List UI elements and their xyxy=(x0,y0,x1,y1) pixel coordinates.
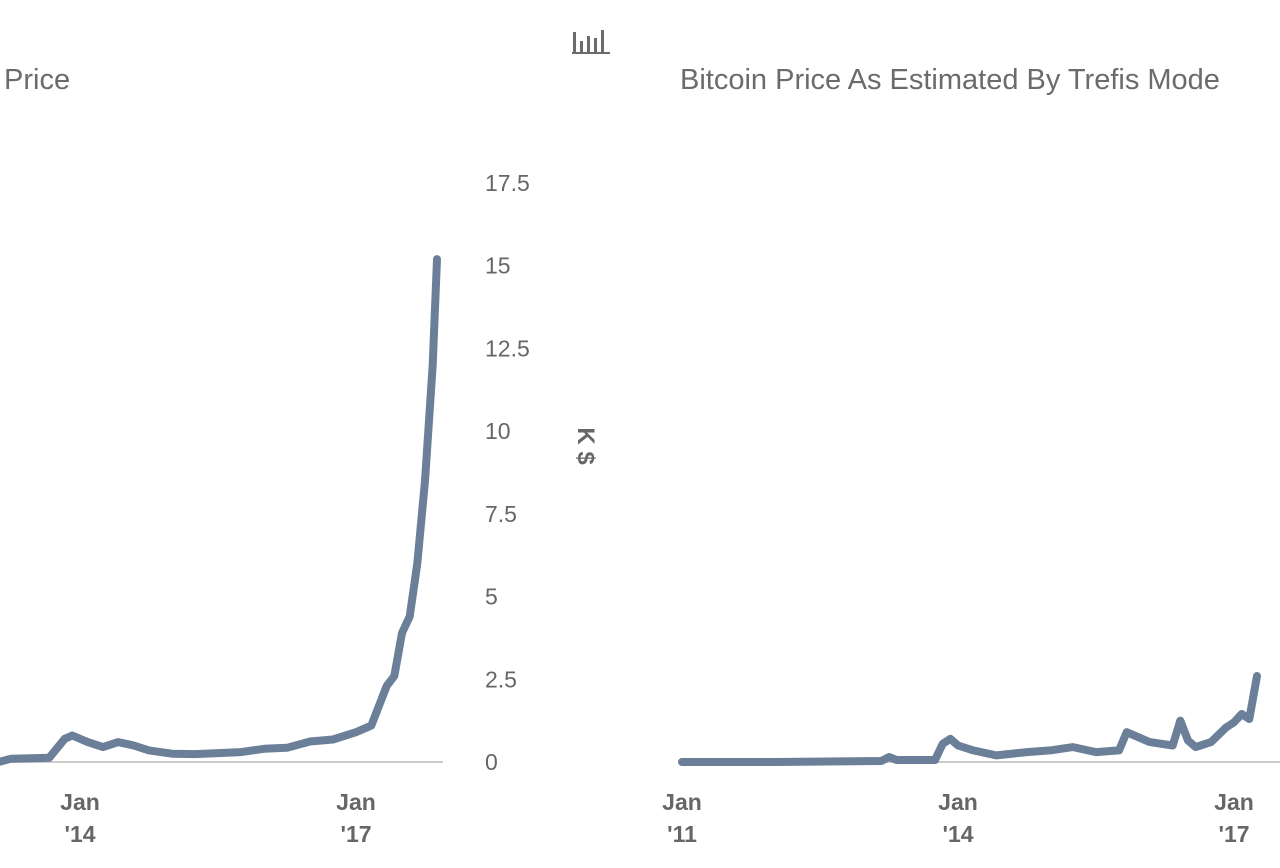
right-chart: Jan '11 Jan '14 Jan '17 xyxy=(662,672,1280,847)
series-line xyxy=(0,255,441,766)
x-tick-month-label: Jan xyxy=(60,789,100,815)
x-tick-year-label: '11 xyxy=(667,821,697,847)
bar-chart-icon[interactable] xyxy=(569,26,613,56)
y-tick-label: 15 xyxy=(485,253,511,279)
y-tick-label: 2.5 xyxy=(485,666,517,692)
chart-title-right: Bitcoin Price As Estimated By Trefis Mod… xyxy=(680,64,1220,96)
left-chart: 0 2.5 5 7.5 10 12.5 15 17.5 K $ Jan '14 Jan '17 xyxy=(0,170,599,847)
x-tick-year-label: '14 xyxy=(64,821,95,847)
y-tick-label: 12.5 xyxy=(485,335,530,361)
x-tick-month-label: Jan xyxy=(336,789,376,815)
x-tick-month-label: Jan xyxy=(662,789,702,815)
x-tick-month-label: Jan xyxy=(1214,789,1254,815)
y-axis-label: K $ xyxy=(572,427,599,465)
y-tick-label: 0 xyxy=(485,749,498,775)
x-tick-year-label: '14 xyxy=(942,821,973,847)
y-tick-label: 17.5 xyxy=(485,170,530,196)
x-tick-month-label: Jan xyxy=(938,789,978,815)
y-tick-label: 5 xyxy=(485,584,498,610)
chart-title-left: Price xyxy=(4,64,71,96)
series-line xyxy=(678,672,1261,766)
y-tick-label: 10 xyxy=(485,418,511,444)
x-tick-year-label: '17 xyxy=(340,821,371,847)
x-tick-year-label: '17 xyxy=(1218,821,1249,847)
y-tick-label: 7.5 xyxy=(485,501,517,527)
